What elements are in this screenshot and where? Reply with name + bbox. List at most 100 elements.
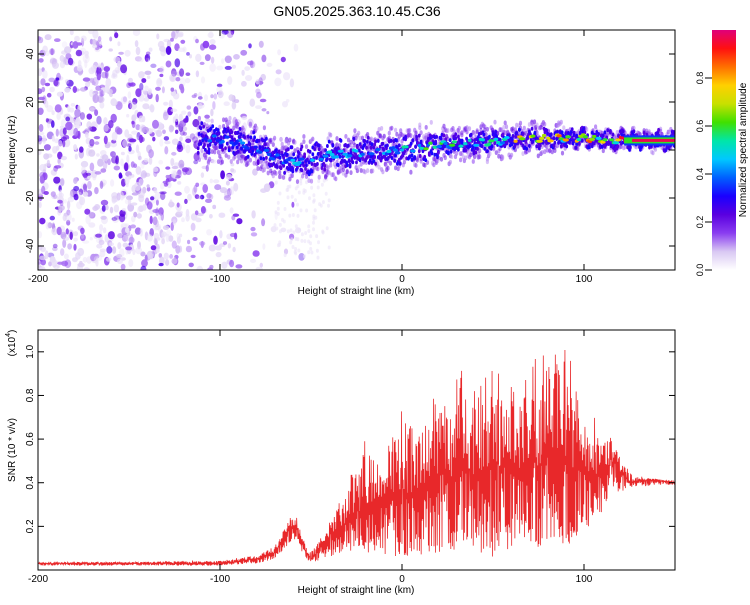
spectrogram-band [305,163,308,168]
spectrogram-band [264,142,267,147]
spectrogram-band [578,141,581,146]
spectrogram-ridge [203,137,208,141]
spectrogram-noise-blob [94,204,101,210]
spectrogram-noise-blob [184,185,190,194]
spectrogram-noise-blob [61,41,68,48]
colorbar-gradient [712,30,736,270]
spectrogram-halo [264,164,268,170]
spectrogram-noise-blob [208,244,217,252]
spectrogram-halo [585,126,589,132]
spectrogram-band [616,144,620,149]
spectrogram-halo [216,149,221,155]
spectrogram-band [201,134,205,138]
spectrogram-halo [494,150,498,156]
spectrogram-noise-blob [318,202,322,207]
signal-tail-core [632,138,675,142]
spectrogram-noise-blob [108,242,114,247]
spectrogram-band [603,130,607,135]
spectrogram-noise-blob [315,234,319,239]
spectrogram-band [329,157,333,162]
spectrogram-band [469,132,473,137]
spectrogram-noise-blob [76,64,83,72]
spectrogram-noise-blob [139,82,144,91]
spectrogram-ridge [488,139,495,143]
spectrogram-band [409,141,413,146]
spectrogram-noise-blob [183,118,189,123]
spectrogram-band [300,168,304,173]
spectrogram-noise-blob [188,262,194,268]
spectrogram-noise-blob [101,205,106,212]
spectrogram-noise-blob [224,65,232,70]
spectrogram-halo [210,118,214,124]
spectrogram-noise-blob [191,94,197,99]
spectrogram-noise-blob [279,136,283,142]
spectrogram-noise-blob [294,198,297,203]
spectrogram-noise-blob [236,218,243,225]
spectrogram-noise-blob [132,98,138,105]
spectrogram-noise-blob [294,247,298,251]
spectrogram-noise-blob [65,116,70,122]
spectrogram-noise-blob [270,226,277,233]
spectrogram-halo [465,129,469,135]
spectrogram-noise-blob [88,149,96,157]
spectrogram-band [606,128,610,133]
spectrogram-halo [493,119,497,125]
spectrogram-noise-blob [193,159,199,165]
spectrogram-noise-blob [128,259,134,268]
spectrogram-band [282,155,286,160]
spectrogram-noise-blob [182,131,187,136]
spectrogram-band [386,143,389,148]
spectrogram-halo [220,159,224,165]
spectrogram-band [403,149,407,154]
spectrogram-band [493,141,497,146]
spectrogram-noise-blob [53,176,61,184]
spectrogram-band [356,145,359,150]
spectrogram-halo [524,130,528,136]
spectrogram-band [597,132,600,136]
spectrogram-noise-blob [313,208,317,213]
spectrogram-noise-blob [142,103,150,110]
spectrogram-band [501,132,505,137]
spectrogram-noise-blob [182,46,187,53]
spectrogram-noise-blob [87,123,93,128]
spectrogram-noise-blob [149,215,153,225]
spectrogram-noise-blob [179,233,183,238]
spectrogram-band [664,148,668,153]
spectrogram-noise-blob [100,182,106,187]
spectrogram-noise-blob [159,73,164,78]
spectrogram-noise-blob [135,46,141,56]
spectrogram-band [320,166,324,170]
spectrogram-noise-blob [261,218,266,227]
spectrogram-noise-blob [286,195,290,200]
spectrogram-band [243,135,247,140]
spectrogram-band [219,135,223,140]
spectrogram-noise-blob [108,120,114,129]
spectrogram-noise-blob [94,171,102,175]
spectrogram-noise-blob [194,194,200,200]
spectrogram-noise-blob [73,231,79,237]
spectrogram-noise-blob [112,216,119,223]
spectrogram-noise-blob [126,195,133,201]
spectrogram-noise-blob [82,54,90,64]
spectrogram-halo [395,131,399,137]
spectrogram-noise-blob [51,135,55,142]
spectrogram-noise-blob [205,164,209,172]
spectrogram-noise-blob [219,230,223,239]
spectrogram-noise-blob [303,254,306,259]
spectrogram-noise-blob [280,56,286,63]
spectrogram-noise-blob [215,245,222,251]
spectrogram-noise-blob [79,112,85,120]
spectrogram-noise-blob [215,251,222,258]
spectrogram-noise-blob [62,236,70,241]
spectrogram-halo [363,169,367,175]
spectrogram-noise-blob [174,113,179,122]
spectrogram-halo [304,144,309,150]
spectrogram-noise-blob [296,237,300,242]
spectrogram-band [258,145,262,150]
spectrogram-noise-blob [185,138,192,144]
spectrogram-ridge [500,141,505,145]
spectrogram-noise-blob [88,30,95,35]
spectrogram-halo [484,132,488,138]
spectrogram-halo [535,122,539,128]
spectrogram-halo [366,132,370,137]
